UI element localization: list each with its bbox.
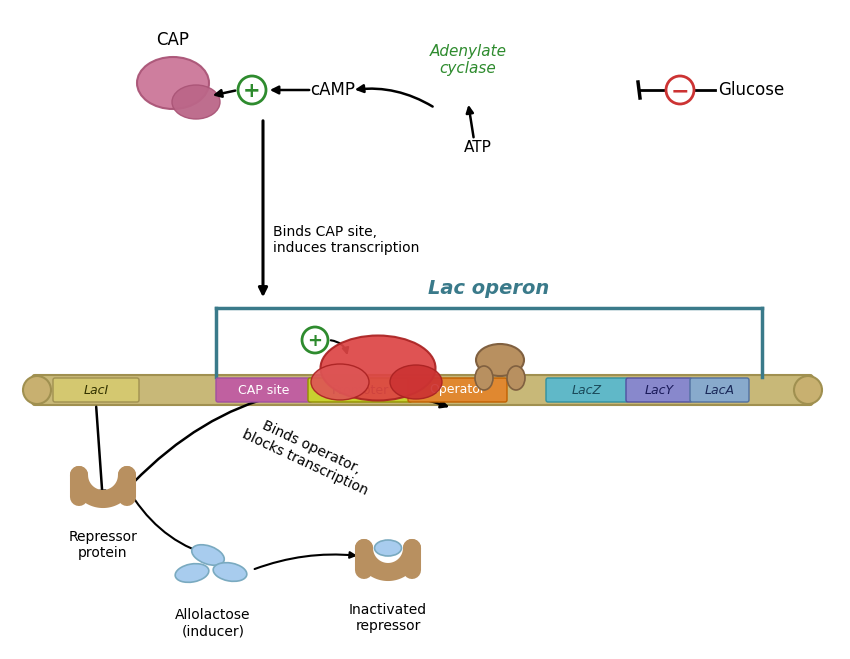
Ellipse shape	[213, 563, 246, 581]
Text: Adenylate
cyclase: Adenylate cyclase	[429, 43, 507, 76]
Text: +: +	[243, 81, 261, 101]
FancyBboxPatch shape	[308, 378, 412, 402]
Text: LacZ: LacZ	[572, 384, 602, 397]
Text: ATP: ATP	[464, 140, 492, 156]
Text: LacY: LacY	[644, 384, 673, 397]
Text: Glucose: Glucose	[718, 81, 785, 99]
Ellipse shape	[137, 57, 209, 109]
FancyBboxPatch shape	[53, 378, 139, 402]
Ellipse shape	[311, 364, 369, 400]
Ellipse shape	[172, 85, 220, 119]
Ellipse shape	[175, 563, 209, 583]
Text: Repressor
protein: Repressor protein	[69, 530, 138, 560]
Ellipse shape	[23, 376, 51, 404]
Ellipse shape	[476, 344, 524, 376]
Text: −: −	[671, 81, 689, 101]
Text: Allolactose
(inducer): Allolactose (inducer)	[175, 608, 251, 638]
Text: +: +	[308, 332, 322, 350]
FancyBboxPatch shape	[216, 378, 312, 402]
Text: LacA: LacA	[705, 384, 734, 397]
FancyBboxPatch shape	[546, 378, 628, 402]
Ellipse shape	[192, 545, 224, 565]
Text: Binds CAP site,
induces transcription: Binds CAP site, induces transcription	[273, 225, 419, 255]
Text: Promoter: Promoter	[332, 384, 388, 397]
Text: Lac operon: Lac operon	[428, 279, 550, 298]
FancyBboxPatch shape	[408, 378, 507, 402]
FancyBboxPatch shape	[32, 375, 813, 405]
Ellipse shape	[475, 366, 493, 390]
Ellipse shape	[390, 365, 442, 399]
Text: cAMP: cAMP	[310, 81, 355, 99]
Text: CAP: CAP	[156, 31, 190, 49]
Circle shape	[302, 327, 328, 353]
Text: CAP site: CAP site	[238, 384, 290, 397]
Circle shape	[666, 76, 694, 104]
Circle shape	[238, 76, 266, 104]
Text: LacI: LacI	[83, 384, 109, 397]
Text: Inactivated
repressor: Inactivated repressor	[349, 603, 427, 633]
FancyBboxPatch shape	[626, 378, 692, 402]
Ellipse shape	[320, 335, 435, 401]
FancyBboxPatch shape	[690, 378, 749, 402]
Ellipse shape	[794, 376, 822, 404]
Text: Operator: Operator	[429, 384, 485, 397]
Ellipse shape	[375, 540, 401, 556]
Ellipse shape	[507, 366, 525, 390]
Text: Binds operator,
blocks transcription: Binds operator, blocks transcription	[240, 413, 377, 498]
